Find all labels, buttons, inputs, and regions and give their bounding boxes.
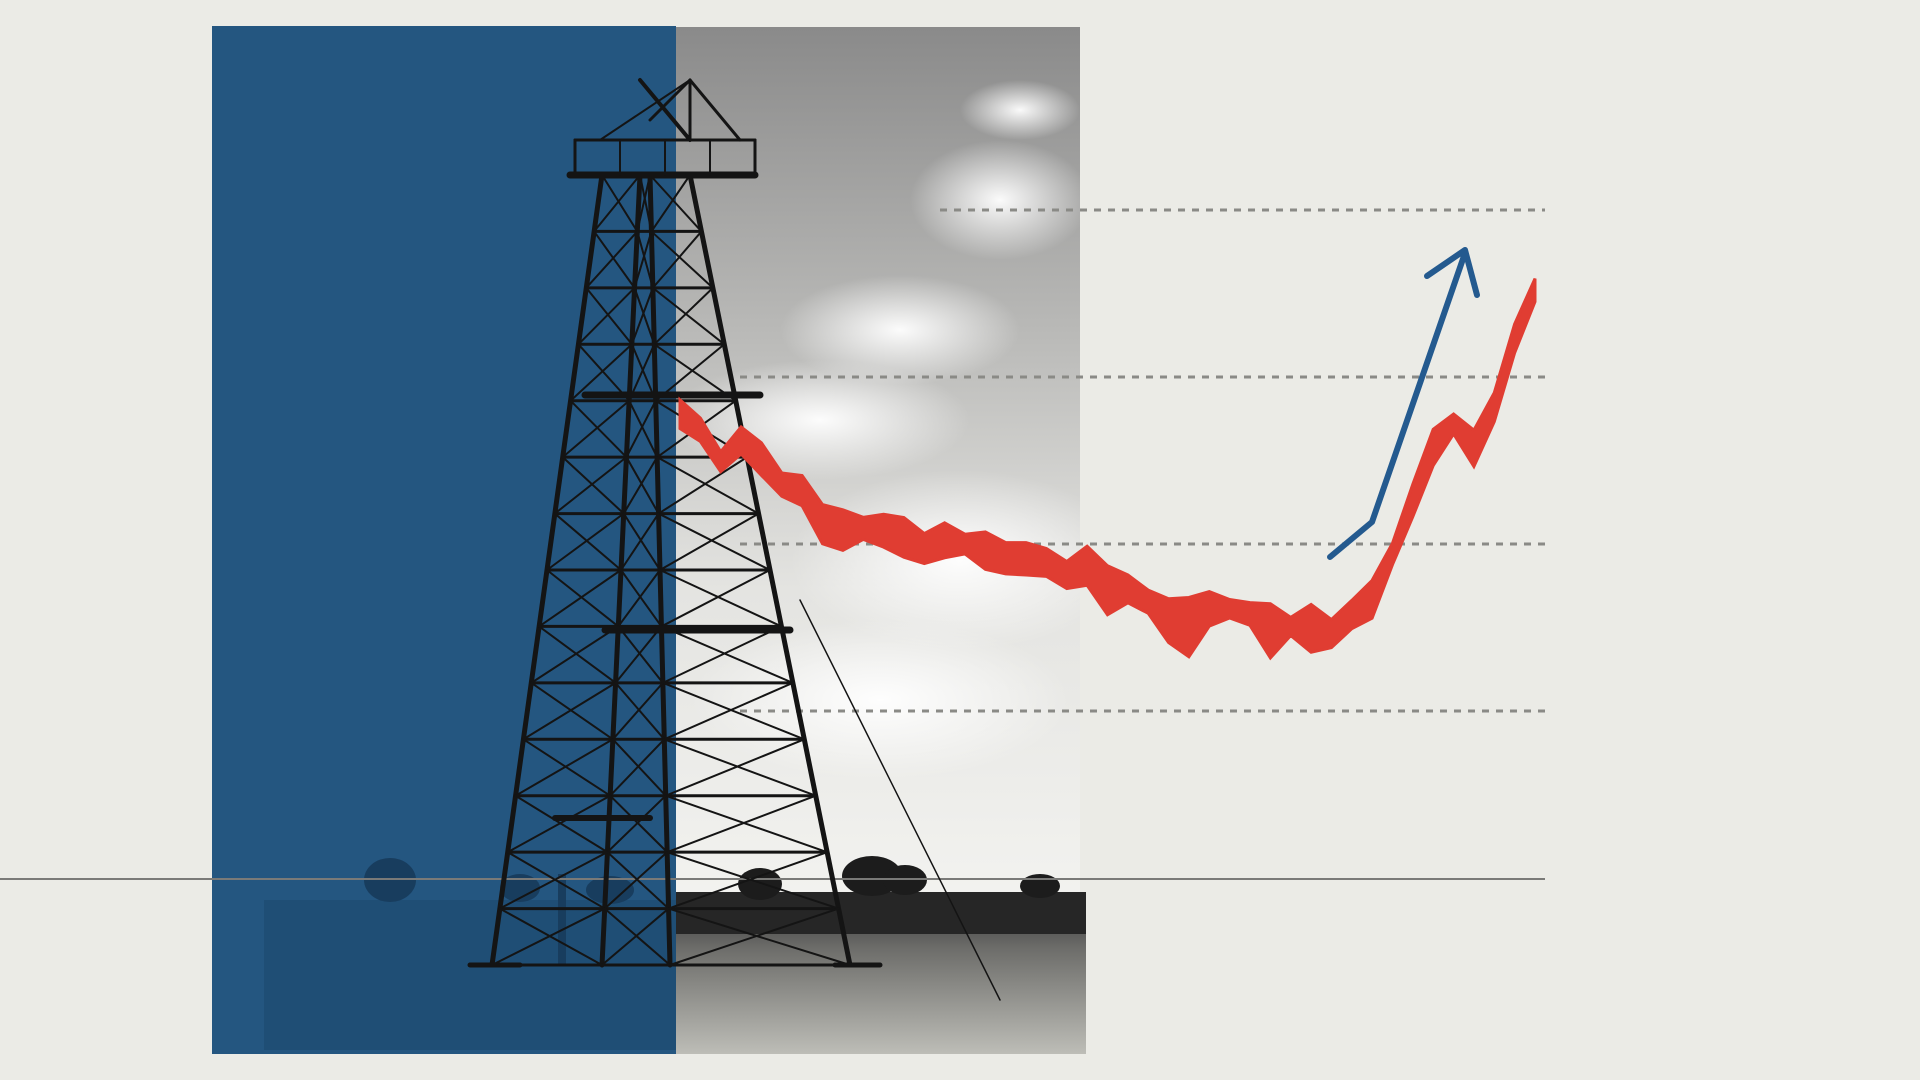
derrick-strut — [639, 174, 653, 233]
cloud-icon — [676, 80, 1080, 780]
derrick-strut — [522, 738, 612, 797]
derrick-strut — [593, 174, 641, 233]
derrick-strut — [659, 512, 760, 571]
derrick-strut — [653, 286, 714, 346]
derrick-strut — [625, 399, 657, 459]
derrick-strut — [561, 456, 625, 515]
derrick-strut — [657, 456, 749, 515]
derrick-strut — [663, 738, 817, 797]
derrick-strut — [606, 851, 670, 910]
derrick-strut — [620, 569, 663, 628]
derrick-strut — [546, 569, 620, 628]
derrick-strut — [628, 343, 656, 402]
oil-derrick-icon — [467, 78, 1001, 1001]
derrick-strut — [654, 343, 726, 402]
trend-line — [678, 277, 1537, 661]
derrick-strut — [656, 456, 760, 515]
derrick-strut — [569, 343, 633, 402]
derrick-strut — [660, 625, 794, 684]
derrick-strut — [638, 78, 692, 142]
derrick-strut — [609, 794, 669, 854]
derrick-strut — [498, 907, 603, 966]
derrick-strut — [606, 794, 667, 854]
derrick-strut — [585, 230, 639, 289]
derrick-strut — [661, 681, 806, 741]
derrick-strut — [651, 230, 703, 289]
derrick-strut — [664, 794, 829, 854]
derrick-strut — [530, 625, 620, 684]
derrick-strut — [633, 230, 653, 289]
derrick-strut — [611, 738, 667, 797]
derrick-strut — [506, 794, 612, 854]
derrick-strut — [630, 343, 657, 402]
blue-panel — [212, 26, 676, 1054]
derrick-strut — [664, 738, 806, 797]
derrick-strut — [577, 286, 636, 346]
derrick-strut — [498, 851, 609, 910]
derrick-strut — [603, 851, 669, 910]
gridlines — [740, 208, 1545, 713]
derrick-strut — [577, 343, 631, 402]
derrick-strut — [660, 569, 771, 628]
derrick-strut — [522, 681, 617, 741]
derrick-strut — [650, 174, 691, 233]
derrick-strut — [601, 174, 639, 233]
derrick-strut — [620, 512, 660, 571]
derrick-strut — [530, 681, 614, 741]
derrick-strut — [630, 286, 654, 346]
tree-silhouette-icon — [364, 858, 634, 964]
derrick-strut — [585, 286, 633, 346]
treeline-band — [676, 892, 1086, 934]
derrick-strut — [653, 343, 737, 402]
derrick-strut — [622, 456, 659, 515]
derrick-strut — [506, 851, 606, 910]
derrick-strut — [651, 286, 726, 346]
derrick-strut — [614, 681, 666, 741]
derrick-strut — [663, 681, 794, 741]
derrick-strut — [611, 681, 664, 741]
derrick-strut — [546, 512, 625, 571]
derrick-strut — [538, 625, 617, 684]
derrick-strut — [553, 512, 622, 571]
derrick-strut — [667, 907, 851, 966]
derrick-strut — [561, 399, 631, 459]
up-right-arrow-icon — [1327, 247, 1480, 560]
derrick-strut — [688, 78, 742, 142]
derrick-strut — [599, 79, 691, 141]
derrick-strut — [601, 907, 670, 966]
derrick-strut — [491, 907, 606, 966]
blue-ground-strip — [264, 900, 676, 1050]
derrick-strut — [609, 738, 666, 797]
derrick-strut — [661, 625, 783, 684]
derrick-strut — [666, 794, 817, 854]
derrick-strut — [636, 174, 651, 233]
derrick-strut — [538, 569, 622, 628]
derrick-strut — [593, 230, 636, 289]
derrick-strut — [628, 399, 659, 459]
derrick-strut — [617, 625, 664, 684]
derrick-strut — [657, 512, 771, 571]
derrick-strut — [514, 794, 609, 854]
photo-background — [676, 27, 1086, 1054]
derrick-strut — [625, 456, 660, 515]
derrick-strut — [622, 512, 661, 571]
derrick-strut — [569, 399, 628, 459]
derrick-strut — [614, 625, 663, 684]
derrick-strut — [636, 230, 654, 289]
derrick-strut — [799, 599, 1001, 1001]
derrick-strut — [659, 569, 783, 628]
derrick-strut — [603, 907, 671, 966]
derrick-strut — [667, 851, 829, 910]
derrick-strut — [633, 286, 656, 346]
derrick-strut — [514, 738, 614, 797]
derrick-strut — [648, 78, 692, 122]
derrick-strut — [650, 230, 714, 289]
derrick-strut — [666, 851, 840, 910]
derrick-strut — [553, 456, 628, 515]
derrick-strut — [649, 174, 703, 233]
derrick-strut — [617, 569, 661, 628]
derrick-strut — [669, 907, 840, 966]
